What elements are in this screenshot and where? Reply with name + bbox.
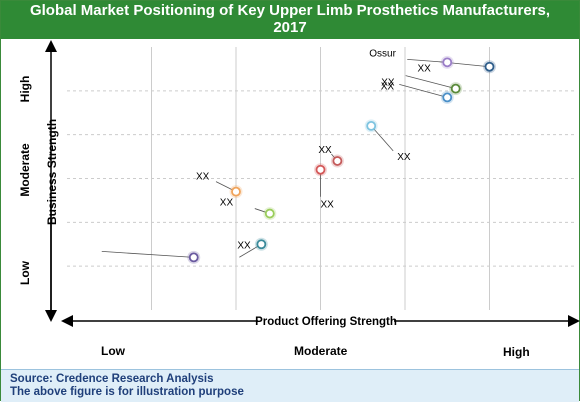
point-label: XX: [321, 200, 335, 211]
x-level-low: Low: [101, 344, 125, 358]
data-point: [231, 186, 241, 197]
data-point: [442, 57, 453, 68]
data-point: [264, 208, 275, 219]
leader-line: [399, 84, 448, 98]
footer-source: Source: Credence Research Analysis: [10, 373, 214, 385]
leader-lines: [101, 58, 490, 258]
chart-title: Global Market Positioning of Key Upper L…: [1, 2, 579, 36]
data-point: [366, 121, 377, 131]
footer: Source: Credence Research Analysis The a…: [1, 369, 579, 402]
point-label: XX: [381, 77, 395, 88]
point-label: XX: [220, 198, 234, 209]
title-bar: [1, 1, 579, 39]
x-level-high: High: [503, 345, 530, 359]
leader-line: [405, 75, 456, 90]
chart-title-line2: 2017: [273, 19, 307, 36]
data-point: [332, 156, 343, 166]
data-point: [315, 164, 326, 175]
point-label: XX: [418, 64, 432, 75]
data-point: [442, 92, 453, 103]
data-point: [484, 61, 495, 72]
chart-title-line1: Global Market Positioning of Key Upper L…: [29, 2, 551, 19]
leader-line: [370, 125, 394, 152]
leader-line: [101, 251, 194, 258]
data-point: [188, 252, 199, 263]
point-label: XX: [397, 152, 411, 163]
points: [187, 55, 496, 264]
data-point: [256, 239, 267, 250]
data-point: [450, 83, 461, 94]
point-label: XX: [237, 240, 251, 251]
axes-lines: [45, 40, 580, 327]
point-label: XX: [381, 82, 395, 93]
point-label: XX: [318, 145, 332, 156]
x-axis-label-bg: [258, 313, 394, 329]
x-axis-label: Product Offering Strength: [255, 316, 397, 328]
point-label: Ossur: [369, 48, 396, 59]
point-label: XX: [196, 172, 210, 183]
footer-note: The above figure is for illustration pur…: [10, 386, 244, 398]
x-level-moderate: Moderate: [294, 344, 348, 358]
